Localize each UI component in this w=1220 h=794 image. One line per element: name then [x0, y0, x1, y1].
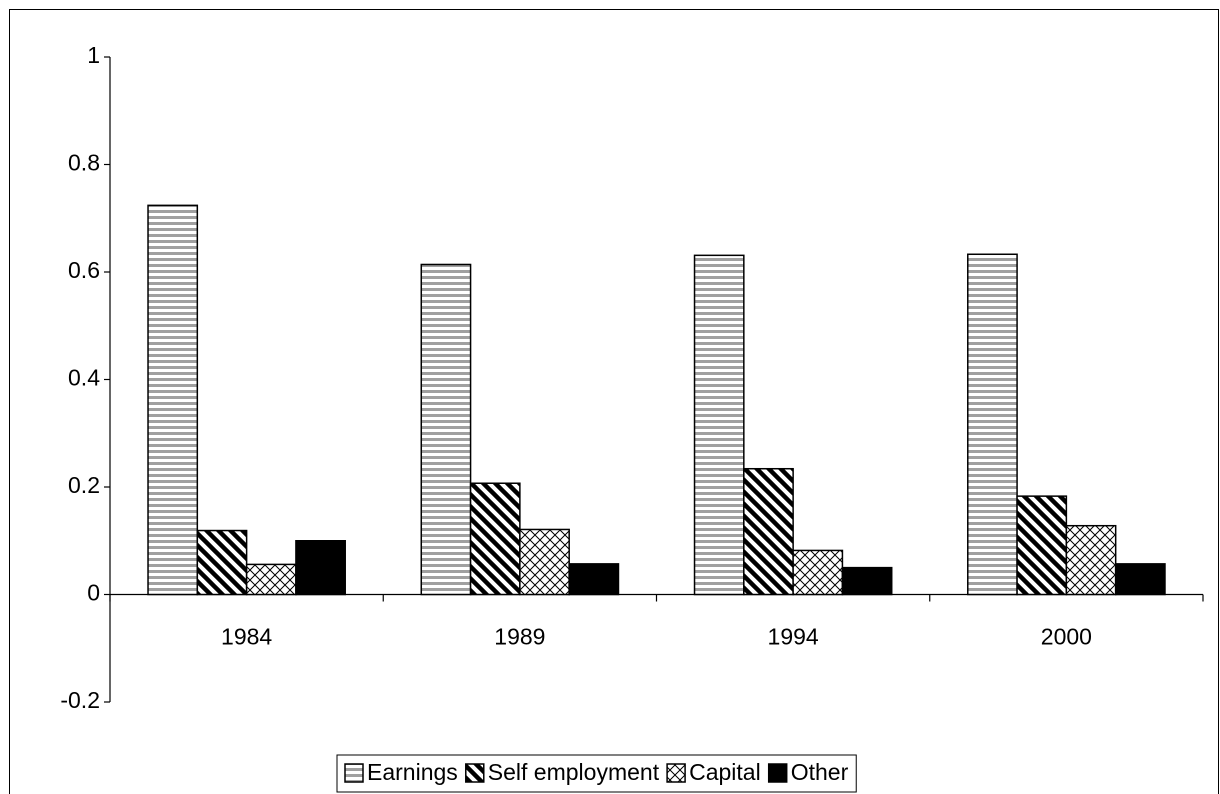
y-tick-label: 0.8: [68, 150, 100, 176]
bar: [196, 529, 248, 596]
bar: [1016, 495, 1068, 596]
x-tick-label: 1994: [768, 624, 819, 650]
legend-swatch: [465, 763, 485, 783]
legend-label: Capital: [689, 759, 761, 785]
legend-swatch: [666, 763, 686, 783]
legend-swatch: [767, 763, 788, 783]
bar: [245, 563, 297, 596]
bar: [967, 253, 1018, 596]
legend-label: Other: [791, 759, 849, 785]
bar: [469, 482, 521, 596]
y-tick-label: 0: [87, 580, 100, 606]
y-tick-label: 0.6: [68, 257, 100, 283]
bar: [519, 528, 570, 596]
bar: [147, 204, 199, 596]
bar: [295, 540, 346, 596]
bar: [841, 566, 893, 596]
bar: [1065, 524, 1117, 596]
bar: [693, 254, 745, 596]
x-tick-label: 1989: [494, 624, 545, 650]
legend-label: Self employment: [488, 759, 660, 785]
legend-label: Earnings: [367, 759, 458, 785]
y-tick-label: 1: [87, 42, 100, 68]
x-tick-label: 1984: [221, 624, 272, 650]
bar: [792, 549, 844, 596]
y-tick-label: 0.2: [68, 472, 100, 498]
legend: Earnings Self employment Capital Other: [336, 754, 857, 793]
x-tick-label: 2000: [1041, 624, 1092, 650]
chart-frame: [9, 9, 1219, 794]
bar: [568, 563, 620, 596]
bar: [1114, 563, 1166, 596]
bar: [420, 263, 472, 596]
y-tick-label: 0.4: [68, 365, 100, 391]
bar: [743, 467, 794, 596]
legend-swatch: [344, 763, 364, 783]
y-tick-label: -0.2: [60, 687, 100, 713]
